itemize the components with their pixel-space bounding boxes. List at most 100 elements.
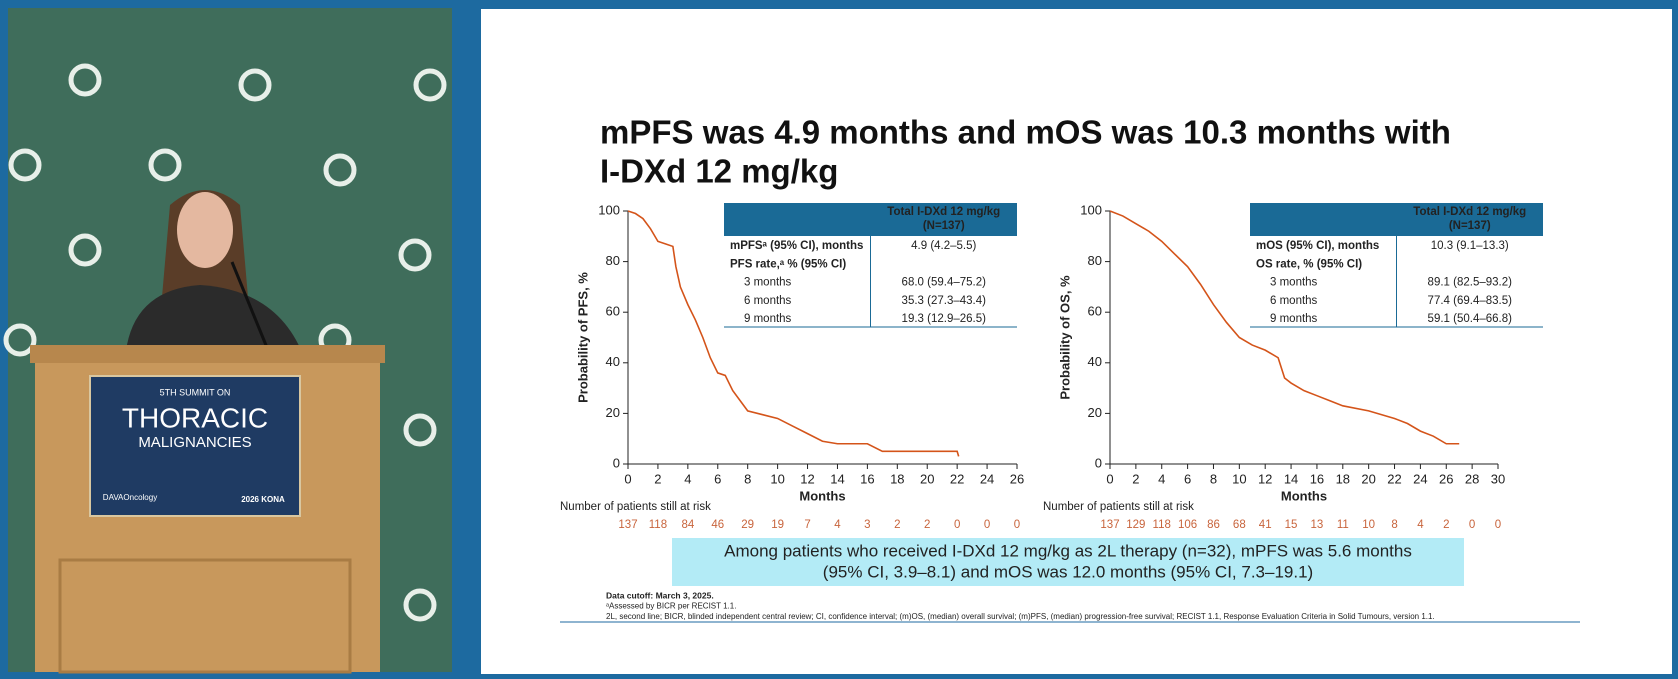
y-tick-label: 80	[1088, 253, 1102, 268]
table-cell: PFS rate,ᵃ % (95% CI)	[730, 258, 846, 270]
table-cell: 59.1 (50.4–66.8)	[1428, 313, 1513, 325]
podium-brand: DAVAOncology	[103, 493, 157, 502]
x-axis-title: Months	[1281, 488, 1327, 503]
at-risk-value: 10	[1362, 519, 1375, 531]
table-cell: 3 months	[744, 277, 792, 289]
podium-year: 2026 KONA	[241, 495, 285, 504]
survival-curve	[627, 210, 960, 457]
x-tick-label: 26	[1010, 471, 1024, 486]
at-risk-value: 86	[1207, 519, 1220, 531]
x-tick-label: 0	[1106, 471, 1113, 486]
at-risk-label: Number of patients still at risk	[560, 501, 711, 513]
x-tick-label: 12	[1258, 471, 1272, 486]
at-risk-value: 4	[1417, 519, 1424, 531]
podium-title: THORACIC	[122, 402, 268, 433]
table-header-text: (N=137)	[923, 220, 965, 232]
y-axis-title: Probability of OS, %	[1057, 275, 1072, 400]
x-axis-title: Months	[799, 488, 845, 503]
at-risk-value: 137	[1100, 519, 1119, 531]
footnote: ᵃAssessed by BICR per RECIST 1.1.	[606, 602, 736, 611]
table-cell: 89.1 (82.5–93.2)	[1428, 277, 1513, 289]
x-tick-label: 14	[1284, 471, 1298, 486]
x-tick-label: 2	[654, 471, 661, 486]
at-risk-value: 106	[1178, 519, 1197, 531]
at-risk-value: 11	[1337, 519, 1349, 531]
x-tick-label: 10	[1232, 471, 1246, 486]
highlight-text: Among patients who received I-DXd 12 mg/…	[724, 541, 1412, 560]
y-tick-label: 0	[613, 455, 620, 470]
at-risk-value: 0	[954, 519, 960, 531]
table-cell: 35.3 (27.3–43.4)	[902, 295, 987, 307]
table-cell: 10.3 (9.1–13.3)	[1431, 240, 1509, 252]
at-risk-label: Number of patients still at risk	[1043, 501, 1194, 513]
at-risk-value: 0	[984, 519, 990, 531]
x-tick-label: 4	[1158, 471, 1165, 486]
x-tick-label: 2	[1132, 471, 1139, 486]
at-risk-value: 19	[771, 519, 784, 531]
at-risk-value: 4	[834, 519, 841, 531]
table-cell: 4.9 (4.2–5.5)	[911, 240, 976, 252]
x-tick-label: 18	[890, 471, 904, 486]
at-risk-value: 129	[1126, 519, 1145, 531]
x-tick-label: 20	[920, 471, 934, 486]
y-tick-label: 20	[1088, 405, 1102, 420]
x-tick-label: 16	[1310, 471, 1324, 486]
at-risk-value: 2	[894, 519, 900, 531]
slide-title: mPFS was 4.9 months and mOS was 10.3 mon…	[600, 114, 1451, 151]
at-risk-value: 8	[1391, 519, 1397, 531]
at-risk-value: 7	[804, 519, 810, 531]
slide-title: I-DXd 12 mg/kg	[600, 153, 838, 190]
x-tick-label: 30	[1491, 471, 1505, 486]
video-panel: 5TH SUMMIT ON THORACIC MALIGNANCIES DAVA…	[3, 8, 452, 674]
x-tick-label: 24	[980, 471, 994, 486]
table-cell: 6 months	[1270, 295, 1318, 307]
table-cell: mPFSᵃ (95% CI), months	[730, 240, 863, 252]
at-risk-value: 29	[741, 519, 754, 531]
y-tick-label: 100	[1080, 202, 1102, 217]
x-tick-label: 22	[950, 471, 964, 486]
y-axis-title: Probability of PFS, %	[575, 272, 590, 403]
x-tick-label: 22	[1387, 471, 1401, 486]
at-risk-value: 41	[1259, 519, 1272, 531]
table-header-text: (N=137)	[1449, 220, 1491, 232]
table-cell: 68.0 (59.4–75.2)	[902, 277, 987, 289]
at-risk-value: 68	[1233, 519, 1246, 531]
at-risk-value: 118	[1153, 519, 1171, 531]
table-header	[724, 203, 1017, 236]
x-tick-label: 10	[770, 471, 784, 486]
table-cell: 3 months	[1270, 277, 1318, 289]
y-tick-label: 0	[1095, 455, 1102, 470]
at-risk-value: 13	[1311, 519, 1324, 531]
at-risk-value: 137	[618, 519, 637, 531]
at-risk-value: 84	[681, 519, 694, 531]
at-risk-value: 2	[1443, 519, 1449, 531]
x-tick-label: 4	[684, 471, 691, 486]
x-tick-label: 20	[1361, 471, 1375, 486]
table-cell: 9 months	[1270, 313, 1318, 325]
y-tick-label: 60	[606, 304, 620, 319]
table-header-text: Total I-DXd 12 mg/kg	[887, 206, 1000, 218]
table-cell: mOS (95% CI), months	[1256, 240, 1379, 252]
footnote: Data cutoff: March 3, 2025.	[606, 590, 714, 600]
y-tick-label: 100	[598, 202, 620, 217]
y-tick-label: 60	[1088, 304, 1102, 319]
table-header	[1250, 203, 1543, 236]
highlight-text: (95% CI, 3.9–8.1) and mOS was 12.0 month…	[823, 562, 1313, 581]
x-tick-label: 12	[800, 471, 814, 486]
x-tick-label: 18	[1336, 471, 1350, 486]
x-tick-label: 8	[1210, 471, 1217, 486]
survival-curve	[1109, 210, 1460, 445]
podium: 5TH SUMMIT ON THORACIC MALIGNANCIES DAVA…	[30, 345, 385, 674]
at-risk-value: 3	[864, 519, 870, 531]
table-cell: 6 months	[744, 295, 792, 307]
x-tick-label: 0	[624, 471, 631, 486]
x-tick-label: 28	[1465, 471, 1479, 486]
podium-subtitle: MALIGNANCIES	[138, 434, 251, 451]
x-tick-label: 14	[830, 471, 844, 486]
highlight-box	[672, 538, 1464, 586]
table-header-text: Total I-DXd 12 mg/kg	[1413, 206, 1526, 218]
at-risk-value: 15	[1285, 519, 1298, 531]
y-tick-label: 40	[1088, 354, 1102, 369]
x-tick-label: 24	[1413, 471, 1427, 486]
